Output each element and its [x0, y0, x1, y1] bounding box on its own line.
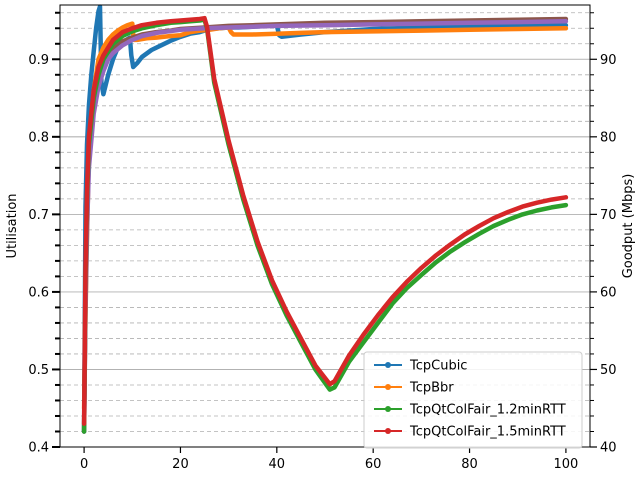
- legend-box: [363, 351, 583, 449]
- legend-marker: [385, 362, 391, 368]
- x-tick-label: 80: [461, 457, 478, 472]
- legend-label: TcpBbr: [409, 381, 454, 396]
- x-tick-label: 100: [553, 457, 578, 472]
- series-line-tcpqtcolfair-1-5minrtt: [81, 15, 569, 426]
- series-layer: [81, 4, 569, 434]
- y-axis-label-left: Utilisation: [5, 193, 20, 258]
- y-tick-label-left: 0.5: [28, 363, 49, 378]
- y-axis-label-right: Goodput (Mbps): [621, 174, 636, 279]
- legend-label: TcpQtColFair_1.5minRTT: [409, 425, 566, 440]
- x-tick-label: 0: [80, 457, 88, 472]
- legend-marker: [385, 428, 391, 434]
- y-tick-label-right: 80: [600, 130, 617, 145]
- y-tick-label-left: 0.4: [28, 441, 49, 456]
- legend-marker: [385, 406, 391, 412]
- y-tick-label-left: 0.8: [28, 130, 49, 145]
- legend: TcpCubic TcpBbr TcpQtColFair_1.2minRTT TcpQ…: [363, 351, 583, 449]
- plot-frame: [59, 4, 591, 448]
- y-tick-label-left: 0.7: [28, 208, 49, 223]
- y-tick-label-right: 70: [600, 208, 617, 223]
- y-tick-label-left: 0.9: [28, 53, 49, 68]
- x-tick-label: 20: [172, 457, 189, 472]
- y-tick-label-right: 60: [600, 285, 617, 300]
- y-tick-label-right: 50: [600, 363, 617, 378]
- x-tick-label: 40: [269, 457, 286, 472]
- legend-label: TcpCubic: [409, 359, 467, 374]
- legend-marker: [385, 384, 391, 390]
- legend-label: TcpQtColFair_1.2minRTT: [409, 403, 566, 418]
- y-tick-label-left: 0.6: [28, 285, 49, 300]
- x-tick-label: 60: [365, 457, 382, 472]
- y-tick-label-right: 90: [600, 53, 617, 68]
- y-tick-label-right: 40: [600, 441, 617, 456]
- series-line-tcpbbr: [81, 21, 569, 411]
- axes: 40 50 60 70 80 90 0.4 0.5 0.6 0.7 0.8 0.9 0 20 40 60 80 1…: [28, 11, 617, 472]
